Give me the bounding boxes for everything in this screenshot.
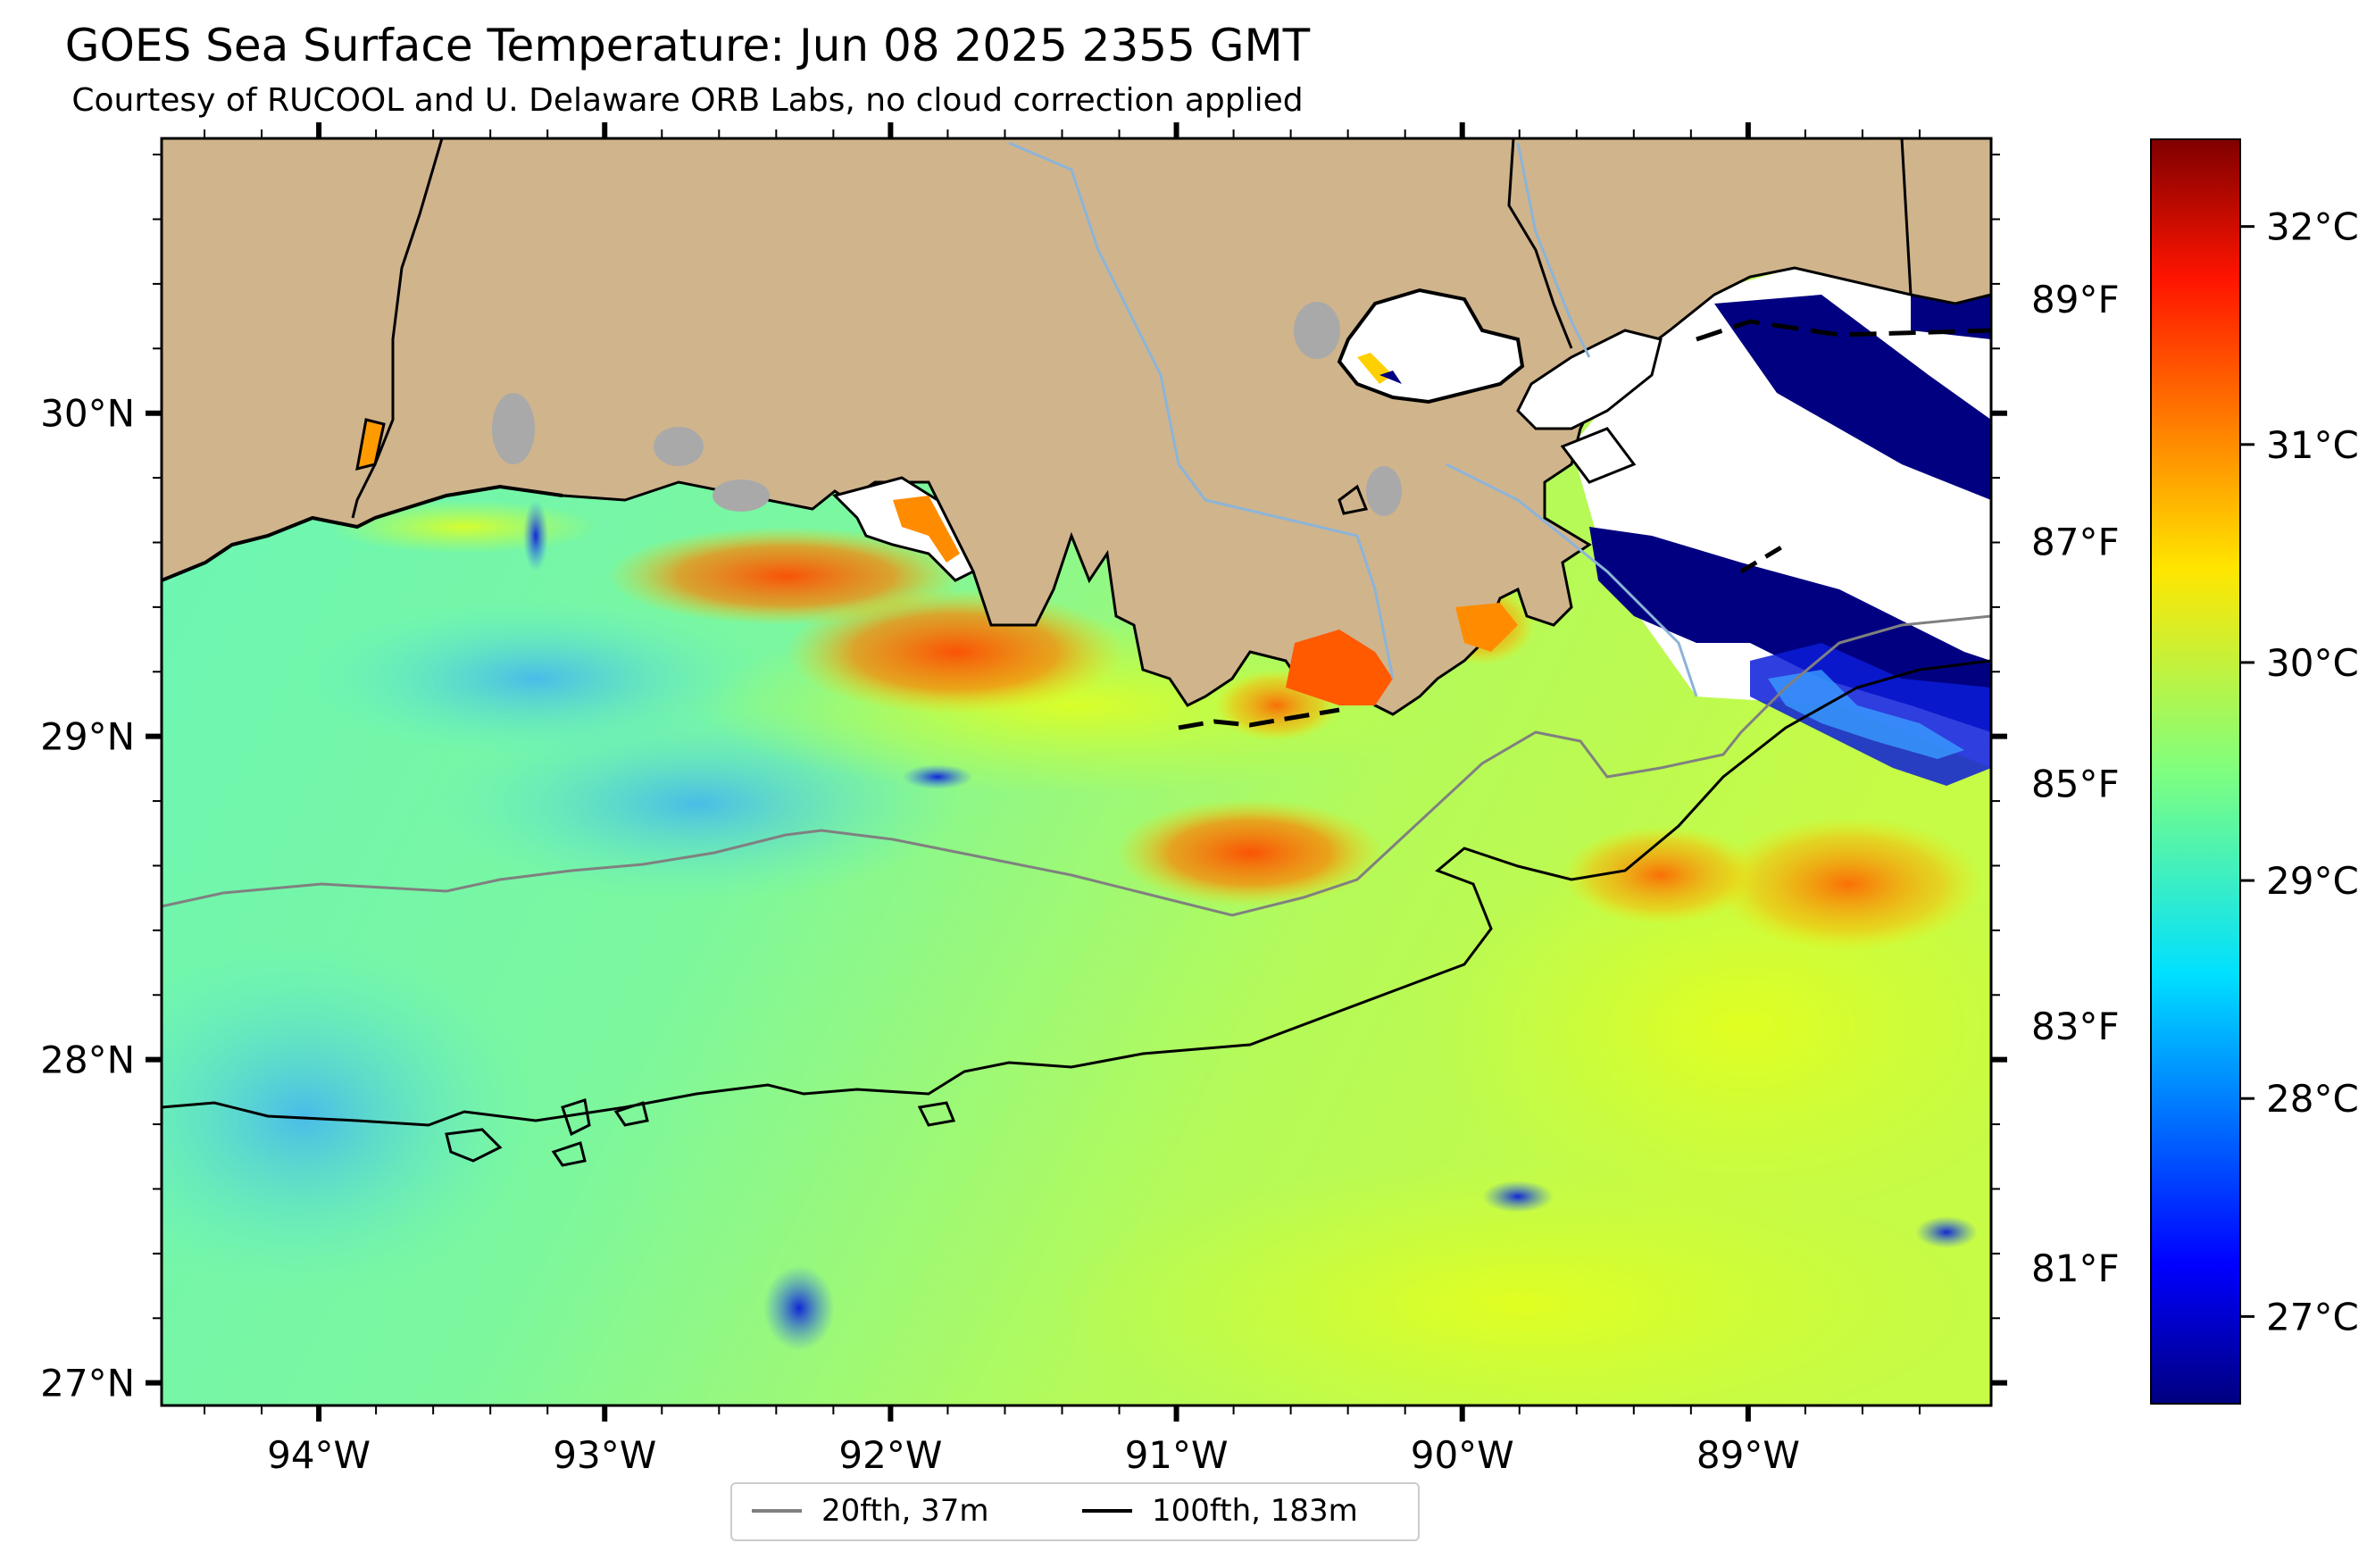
map-frame [160,137,1993,1407]
legend-swatch-black [1082,1509,1132,1513]
x-tick-label: 94°W [267,1433,371,1477]
colorbar-gradient [2150,138,2241,1405]
x-tick-label: 91°W [1125,1433,1229,1477]
fahrenheit-tick-label: 87°F [2031,520,2120,563]
isobath-20fth [162,614,1991,917]
fahrenheit-tick-label: 83°F [2031,1005,2120,1048]
river [1008,141,1395,680]
legend-label: 20fth, 37m [821,1493,989,1529]
colorbar-tick-label: 30°C [2266,641,2359,685]
colorbar-axis: 32°C 31°C 30°C 29°C 28°C 27°C [2240,205,2359,1339]
legend-swatch-gray [752,1509,802,1513]
map-axes: 94°W 93°W 92°W 91°W 90°W 89°W 30°N 29°N 28°N 27°N… [40,122,2120,1477]
map-subtitle: Courtesy of RUCOOL and U. Delaware ORB L… [71,82,1304,119]
colorbar-tick-label: 27°C [2266,1295,2359,1339]
colorbar-tick-label: 29°C [2266,859,2359,903]
y-tick-label: 27°N [40,1362,135,1405]
cold-band-north [1714,295,1991,500]
y-tick-label: 28°N [40,1038,135,1082]
fahrenheit-tick-label: 89°F [2031,278,2120,321]
colorbar-tick-label: 32°C [2266,205,2359,249]
map-title: GOES Sea Surface Temperature: Jun 08 202… [64,20,1311,71]
legend: 20fth, 37m 100fth, 183m [730,1482,1420,1541]
isobath-100fth [162,659,1991,1127]
x-tick-label: 90°W [1411,1433,1514,1477]
colorbar-tick-label: 28°C [2266,1077,2359,1121]
x-tick-label: 92°W [838,1433,942,1477]
legend-item-20fth: 20fth, 37m [752,1493,989,1529]
x-tick-label: 93°W [553,1433,656,1477]
fahrenheit-tick-label: 85°F [2031,763,2120,806]
legend-item-100fth: 100fth, 183m [1082,1493,1358,1529]
colorbar-tick-label: 31°C [2266,423,2359,467]
legend-label: 100fth, 183m [1152,1493,1358,1529]
map-area [162,138,1991,1405]
x-tick-label: 89°W [1696,1433,1800,1477]
y-tick-label: 29°N [40,715,135,759]
land-area [162,138,1991,716]
y-tick-label: 30°N [40,392,135,436]
inland-water [1294,302,1340,359]
fahrenheit-tick-label: 81°F [2031,1247,2120,1290]
state-border [351,138,444,519]
